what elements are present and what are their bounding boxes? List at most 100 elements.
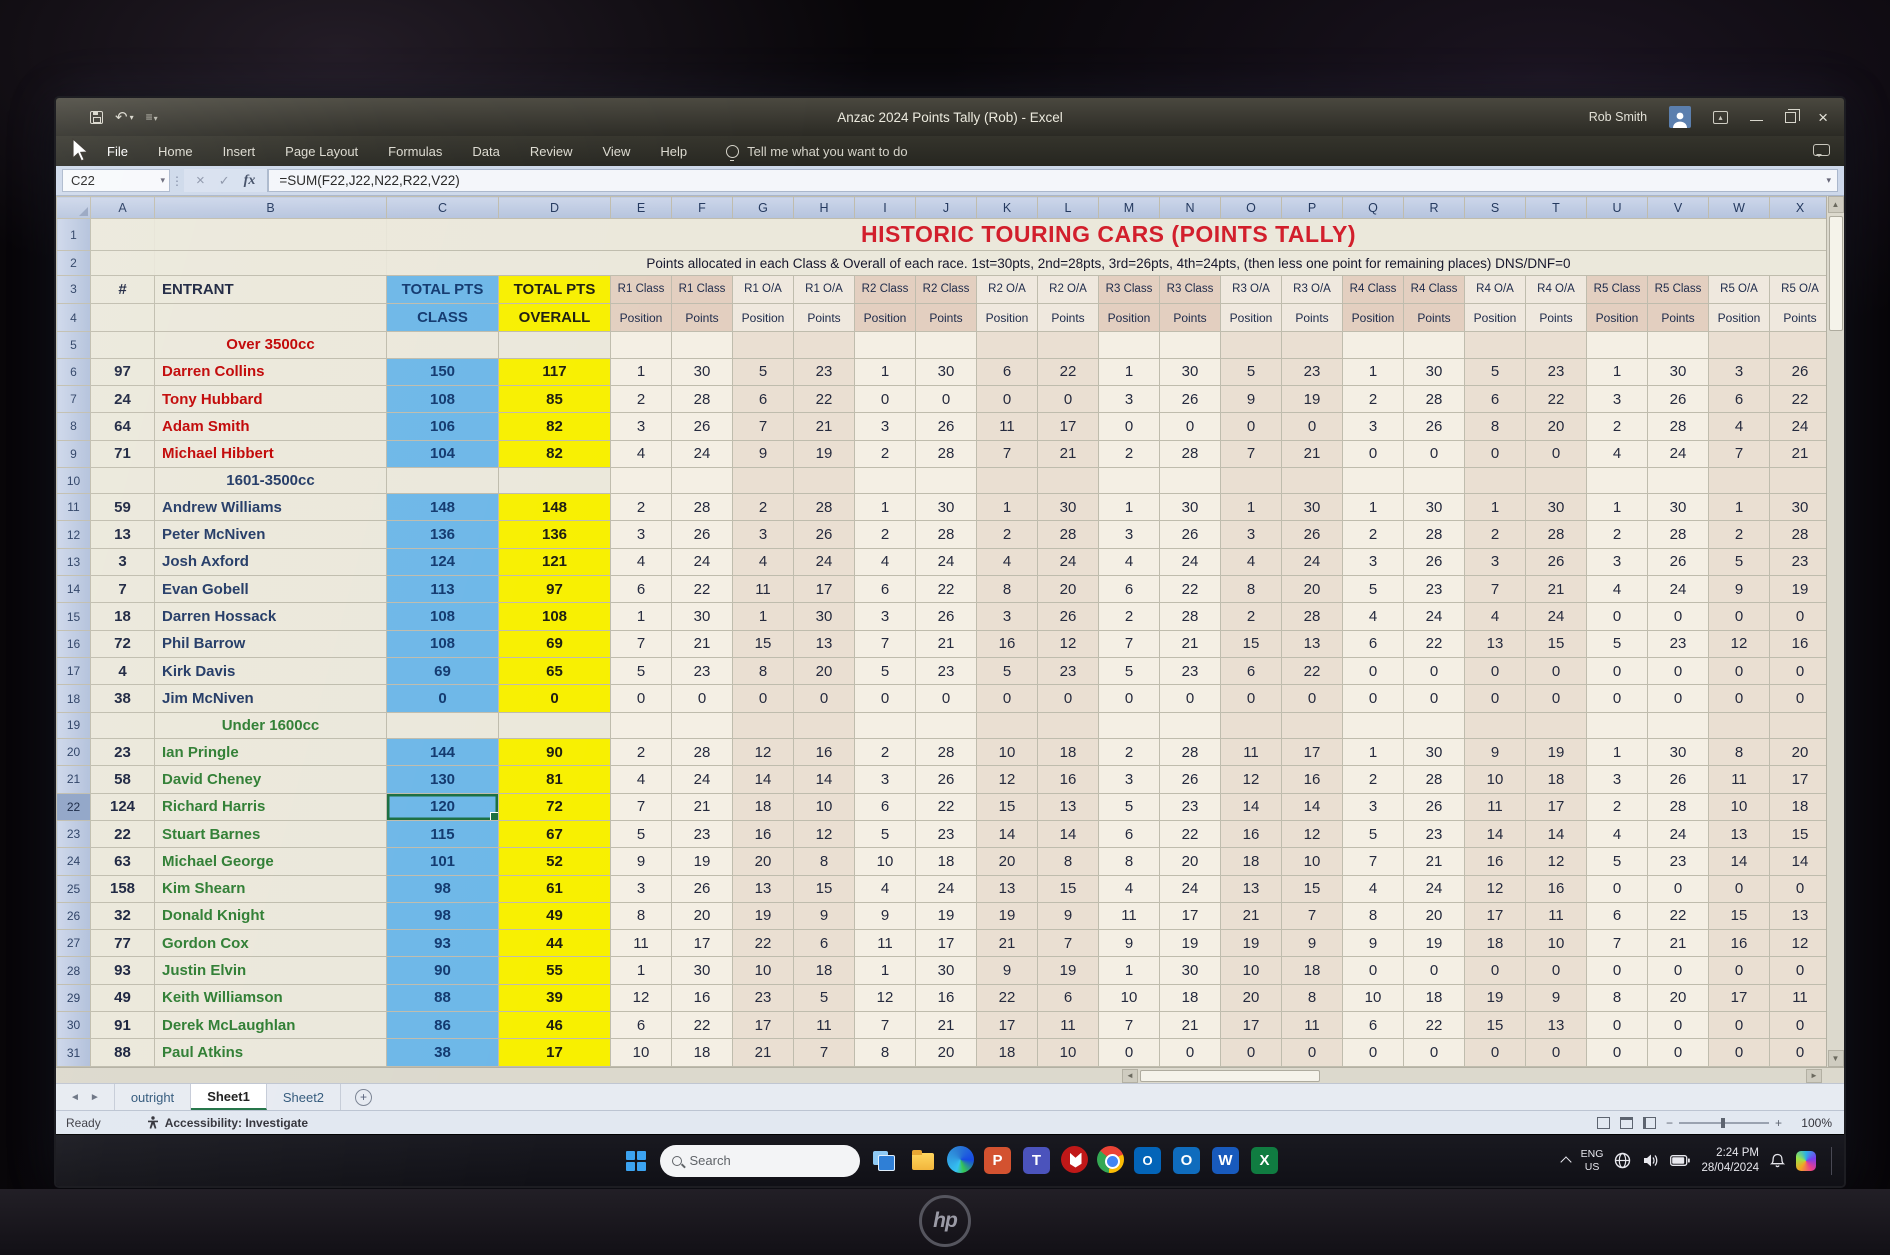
cell-I14[interactable]: 6 [854,575,916,604]
cell-O25[interactable]: 13 [1220,874,1282,903]
cell-T20[interactable]: 19 [1525,737,1587,767]
cell-C24[interactable]: 101 [386,847,499,876]
word-icon[interactable]: W [1211,1146,1241,1176]
cell-D15[interactable]: 108 [498,602,611,631]
cell-K15[interactable]: 3 [976,602,1038,631]
cell-I22[interactable]: 6 [854,792,916,821]
cell-T15[interactable]: 24 [1525,602,1587,631]
cell-H26[interactable]: 9 [793,901,855,931]
cell-M20[interactable]: 2 [1098,737,1160,767]
cell-L24[interactable]: 8 [1037,847,1099,876]
cell-Q24[interactable]: 7 [1342,847,1404,876]
cell-U28[interactable]: 0 [1586,956,1648,985]
column-header-F[interactable]: F [671,196,733,219]
cell-N21[interactable]: 26 [1159,765,1221,794]
cell-F12[interactable]: 26 [671,520,733,549]
ribbon-tab-help[interactable]: Help [660,143,688,159]
cell-D16[interactable]: 69 [498,629,611,659]
cell-K16[interactable]: 16 [976,629,1038,659]
cell-S25[interactable]: 12 [1464,874,1526,903]
cell-M10[interactable] [1098,466,1160,495]
subheader-points-6[interactable]: Points [1281,302,1343,333]
cell-H13[interactable]: 24 [793,547,855,577]
cell-X18[interactable]: 0 [1769,684,1826,713]
cell-O8[interactable]: 0 [1220,412,1282,441]
header-number[interactable]: # [90,274,155,304]
subheader-points-2[interactable]: Points [793,302,855,333]
cell-R5[interactable] [1403,331,1465,359]
cell-W30[interactable]: 0 [1708,1011,1770,1040]
cell-D9[interactable]: 82 [498,439,611,468]
cell-U22[interactable]: 2 [1586,792,1648,821]
comments-icon[interactable] [1813,144,1830,157]
cell-G18[interactable]: 0 [732,684,794,713]
cell-V24[interactable]: 23 [1647,847,1709,876]
column-header-T[interactable]: T [1525,196,1587,219]
cell-A21[interactable]: 58 [90,765,155,794]
cell-M11[interactable]: 1 [1098,493,1160,522]
cell-A19[interactable] [90,711,155,739]
zoom-slider-track[interactable] [1678,1117,1769,1128]
cell-M8[interactable]: 0 [1098,412,1160,441]
column-header-Q[interactable]: Q [1342,196,1404,219]
cell-S8[interactable]: 8 [1464,412,1526,441]
cell-K9[interactable]: 7 [976,439,1038,468]
normal-view-icon[interactable] [1596,1116,1610,1129]
cell-L11[interactable]: 30 [1037,493,1099,522]
row-header-23[interactable]: 23 [56,819,91,849]
cell-E11[interactable]: 2 [610,493,672,522]
subheader-position-7[interactable]: Position [1342,302,1404,333]
cell-G23[interactable]: 16 [732,819,794,849]
cell-W10[interactable] [1708,466,1770,495]
cell-G20[interactable]: 12 [732,737,794,767]
cell-V26[interactable]: 22 [1647,901,1709,931]
cell-O23[interactable]: 16 [1220,819,1282,849]
user-name[interactable]: Rob Smith [1588,110,1648,124]
cell-G12[interactable]: 3 [732,520,794,549]
cell-J10[interactable] [915,466,977,495]
cell-K5[interactable] [976,331,1038,359]
cell-A31[interactable]: 88 [90,1038,155,1067]
cell-F13[interactable]: 24 [671,547,733,577]
cell-K31[interactable]: 18 [976,1038,1038,1067]
cell-V30[interactable]: 0 [1647,1011,1709,1040]
cell-T8[interactable]: 20 [1525,412,1587,441]
cell-O28[interactable]: 10 [1220,956,1282,985]
cell-B13[interactable]: Josh Axford [154,547,387,577]
cell-O7[interactable]: 9 [1220,384,1282,414]
cell-E23[interactable]: 5 [610,819,672,849]
cell-F25[interactable]: 26 [671,874,733,903]
row-header-3[interactable]: 3 [56,274,91,304]
cell-A20[interactable]: 23 [90,737,155,767]
cell-C23[interactable]: 115 [386,819,499,849]
cell-C31[interactable]: 38 [386,1038,499,1067]
cell-P14[interactable]: 20 [1281,575,1343,604]
subheader-position-5[interactable]: Position [1098,302,1160,333]
cell-E18[interactable]: 0 [610,684,672,713]
header-r1-o-a-points[interactable]: R1 O/A [793,274,855,304]
row-header-9[interactable]: 9 [56,439,91,468]
column-header-V[interactable]: V [1647,196,1709,219]
cell-C10[interactable] [386,466,499,495]
subheader-position-6[interactable]: Position [1220,302,1282,333]
cell-P7[interactable]: 19 [1281,384,1343,414]
cell-K25[interactable]: 13 [976,874,1038,903]
cell-H28[interactable]: 18 [793,956,855,985]
cell-P5[interactable] [1281,331,1343,359]
subheader-points-8[interactable]: Points [1525,302,1587,333]
cell-V31[interactable]: 0 [1647,1038,1709,1067]
cell-N22[interactable]: 23 [1159,792,1221,821]
cell-P27[interactable]: 9 [1281,929,1343,958]
cell-D18[interactable]: 0 [498,684,611,713]
cell-Q20[interactable]: 1 [1342,737,1404,767]
cell-K17[interactable]: 5 [976,657,1038,686]
cell-Q17[interactable]: 0 [1342,657,1404,686]
cell-E15[interactable]: 1 [610,602,672,631]
minimize-icon[interactable] [1750,119,1764,121]
cancel-icon[interactable]: × [196,172,205,189]
cell-N10[interactable] [1159,466,1221,495]
cell-F20[interactable]: 28 [671,737,733,767]
cell-J6[interactable]: 30 [915,357,977,386]
cell-K14[interactable]: 8 [976,575,1038,604]
cell-V11[interactable]: 30 [1647,493,1709,522]
